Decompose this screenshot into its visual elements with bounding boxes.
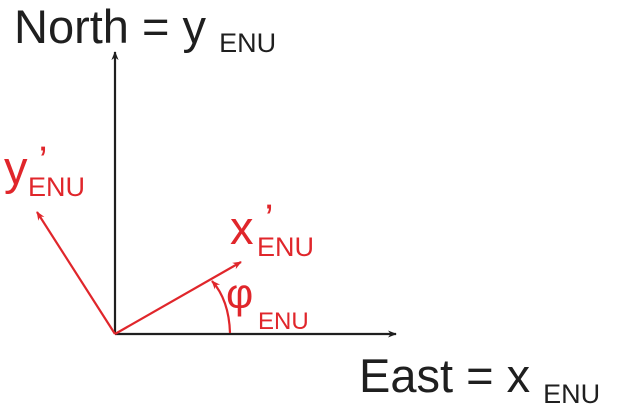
north-axis-label-main: North = y (14, 0, 206, 53)
east-axis-label-main: East = x (359, 349, 530, 402)
east-axis-label: East = x ENU (359, 349, 600, 408)
phi-angle-arc (211, 280, 232, 334)
east-axis-label-subscript: ENU (543, 379, 600, 408)
y-prime-axis (36, 211, 116, 335)
phi-angle-label-main: φ (226, 270, 253, 317)
x-prime-label-main: x (230, 201, 254, 254)
x-prime-label-subscript: ENU (257, 232, 314, 262)
x-prime-label: x ’ ENU (230, 189, 314, 262)
y-prime-label: y ’ ENU (4, 131, 85, 202)
y-prime-label-prime: ’ (39, 139, 48, 183)
phi-angle-label-subscript: ENU (258, 308, 309, 335)
y-prime-label-main: y (4, 141, 28, 194)
north-axis-label: North = y ENU (14, 0, 276, 58)
x-prime-axis (114, 261, 242, 335)
north-axis-label-subscript: ENU (219, 28, 276, 58)
phi-angle-label: φ ENU (226, 270, 309, 335)
x-prime-label-prime: ’ (265, 197, 274, 241)
y-prime-label-subscript: ENU (28, 172, 85, 202)
